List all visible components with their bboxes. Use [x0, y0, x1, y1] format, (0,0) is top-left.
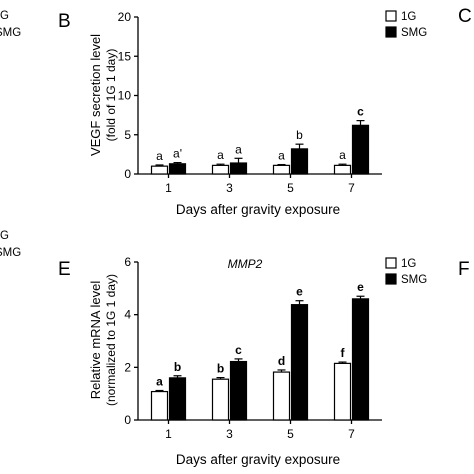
- fragment-legend-text: SMG: [0, 247, 21, 259]
- bar-smg: [168, 377, 187, 421]
- significance-label: d: [278, 354, 285, 368]
- x-tick-label: 3: [226, 427, 233, 441]
- bar-1g: [150, 165, 169, 175]
- legend-swatch-1g: [385, 10, 397, 22]
- bar-smg: [351, 298, 370, 421]
- y-tick-label: 15: [118, 49, 132, 63]
- bar-smg: [168, 163, 187, 175]
- y-tick-label: 0: [124, 167, 131, 181]
- bar-1g: [333, 362, 352, 421]
- left-fragment-bottom: G SMG: [0, 230, 21, 259]
- significance-label: a: [235, 142, 242, 156]
- legend: 1G SMG: [385, 10, 427, 39]
- significance-label: a': [173, 147, 182, 161]
- panel-letter: E: [58, 259, 71, 280]
- panel-letter: B: [58, 11, 71, 32]
- y-tick-label: 6: [124, 255, 131, 269]
- x-tick-label: 5: [287, 427, 294, 441]
- bar-1g: [211, 164, 230, 175]
- fragment-legend-text: G: [0, 10, 9, 22]
- y-tick-label: 2: [124, 360, 131, 374]
- y-axis-label-sub: (fold of 1G 1 day): [104, 49, 118, 142]
- fragment-legend-text: SMG: [0, 27, 21, 39]
- x-tick-label: 7: [348, 427, 355, 441]
- y-tick-label: 10: [118, 89, 132, 103]
- significance-label: e: [357, 280, 364, 294]
- legend-label: SMG: [401, 274, 427, 286]
- legend-swatch-1g: [385, 257, 397, 269]
- significance-label: b: [174, 360, 181, 374]
- panel-letter-c: C: [458, 6, 472, 27]
- bar-1g: [272, 164, 291, 175]
- y-axis-label: VEGF secretion level: [88, 34, 103, 156]
- panel-letter-f: F: [458, 259, 470, 280]
- significance-label: a: [278, 149, 285, 163]
- x-axis-label: Days after gravity exposure: [176, 202, 340, 217]
- x-tick-label: 3: [226, 181, 233, 195]
- y-axis-label-sub: (normalized to 1G 1 day): [104, 274, 118, 406]
- x-tick-label: 7: [348, 181, 355, 195]
- x-axis-label: Days after gravity exposure: [176, 452, 340, 467]
- legend-label: SMG: [401, 27, 427, 39]
- x-tick-label: 1: [165, 181, 172, 195]
- chart-title: MMP2: [228, 257, 263, 271]
- bar-smg: [351, 124, 370, 175]
- y-axis-label: Relative mRNA level: [88, 281, 103, 400]
- legend-label: 1G: [401, 11, 416, 23]
- legend-swatch-smg: [385, 273, 397, 285]
- bar-1g: [272, 371, 291, 421]
- significance-label: b: [296, 128, 303, 142]
- fragment-legend-text: G: [0, 230, 9, 242]
- significance-label: c: [357, 105, 364, 119]
- y-tick-label: 4: [124, 308, 131, 322]
- significance-label: c: [235, 343, 242, 357]
- significance-label: a: [156, 149, 163, 163]
- bar-smg: [290, 304, 309, 421]
- left-fragment-top: G SMG: [0, 10, 21, 39]
- y-tick-label: 20: [118, 10, 132, 24]
- bar-smg: [229, 162, 248, 175]
- legend-swatch-smg: [385, 26, 397, 38]
- bar-smg: [290, 148, 309, 175]
- x-tick-label: 1: [165, 427, 172, 441]
- panel-e-chart: E MMP2 Relative mRNA level (normalized t…: [58, 255, 427, 467]
- y-tick-label: 0: [124, 413, 131, 427]
- bar-1g: [333, 164, 352, 175]
- bar-1g: [211, 378, 230, 421]
- legend: 1G SMG: [385, 257, 427, 286]
- significance-label: f: [341, 346, 346, 360]
- bar-1g: [150, 390, 169, 421]
- legend-label: 1G: [401, 258, 416, 270]
- significance-label: b: [217, 362, 224, 376]
- significance-label: a: [156, 375, 163, 389]
- x-tick-label: 5: [287, 181, 294, 195]
- bar-smg: [229, 360, 248, 421]
- y-tick-label: 5: [124, 128, 131, 142]
- significance-label: e: [296, 285, 303, 299]
- panel-b-chart: B VEGF secretion level (fold of 1G 1 day…: [58, 10, 427, 217]
- significance-label: a: [217, 148, 224, 162]
- significance-label: a: [339, 148, 346, 162]
